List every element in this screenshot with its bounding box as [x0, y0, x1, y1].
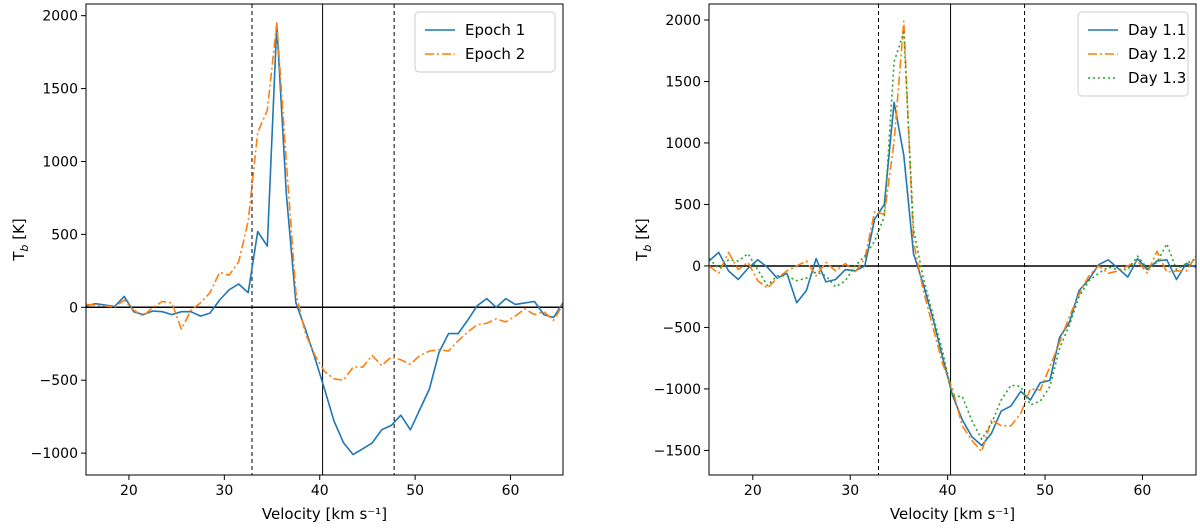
legend-box [414, 11, 556, 73]
y-tick-label: 500 [51, 227, 78, 243]
y-tick-label: 1500 [665, 74, 701, 90]
y-tick-label: −500 [40, 373, 78, 389]
legend: Day 1.1 Day 1.2 Day 1.3 [1077, 11, 1189, 97]
legend-label: Epoch 1 [465, 21, 525, 39]
series-line-day-1-3 [709, 31, 1196, 441]
legend-label: Day 1.1 [1128, 21, 1186, 39]
right-panel: 20 30 40 50 60 −1500 −1000 −500 0 500 1000 1500 2000… [633, 3, 1197, 523]
x-axis-label: Velocity [km s⁻¹] [890, 505, 1015, 523]
legend-box [1077, 11, 1189, 97]
left-panel: 20 30 40 50 60 −1000 −500 0 500 1000 1500 2000 Veloc… [10, 3, 564, 523]
axes-frame [708, 3, 1197, 476]
legend-label: Epoch 2 [465, 45, 525, 63]
y-tick-label: 0 [692, 259, 701, 275]
series-line-day-1-1 [709, 101, 1196, 447]
y-axis-label-main: T [10, 251, 28, 262]
y-tick-label: 2000 [42, 9, 78, 25]
y-tick-label: 0 [69, 300, 78, 316]
y-tick-label: 1000 [42, 154, 78, 170]
y-tick-label: −1000 [31, 446, 78, 462]
x-tick-label: 50 [406, 483, 424, 499]
x-tick-label: 30 [215, 483, 233, 499]
x-tick-label: 50 [1036, 483, 1054, 499]
x-tick-label: 20 [120, 483, 138, 499]
legend-label: Day 1.3 [1128, 69, 1186, 87]
y-tick-label: 500 [674, 197, 701, 213]
plot-area [709, 4, 1196, 475]
y-axis-label: Tb [K] [633, 218, 654, 261]
y-tick-label: −1000 [654, 382, 701, 398]
plot-area [86, 4, 563, 475]
y-axis-label-main: T [633, 251, 651, 262]
x-tick-label: 20 [744, 483, 762, 499]
y-tick-label: −500 [663, 320, 701, 336]
y-axis-label-subscript: b [641, 245, 654, 252]
series-line-epoch-1 [86, 23, 563, 456]
x-tick-label: 60 [502, 483, 520, 499]
y-axis-label-unit: [K] [10, 218, 28, 244]
y-axis-label: Tb [K] [10, 218, 31, 261]
y-tick-label: −1500 [654, 443, 701, 459]
y-axis-label-unit: [K] [633, 218, 651, 244]
y-tick-label: 2000 [665, 13, 701, 29]
x-tick-label: 30 [841, 483, 859, 499]
y-tick-label: 1500 [42, 82, 78, 98]
series-line-epoch-2 [86, 22, 563, 382]
x-tick-label: 60 [1134, 483, 1152, 499]
series-line-day-1-2 [709, 20, 1196, 453]
x-tick-label: 40 [311, 483, 329, 499]
x-axis-label: Velocity [km s⁻¹] [262, 505, 387, 523]
y-tick-label: 1000 [665, 136, 701, 152]
y-axis-label-subscript: b [18, 245, 31, 252]
legend-label: Day 1.2 [1128, 45, 1186, 63]
legend: Epoch 1 Epoch 2 [414, 11, 556, 73]
x-tick-label: 40 [939, 483, 957, 499]
axes-frame [85, 3, 564, 476]
